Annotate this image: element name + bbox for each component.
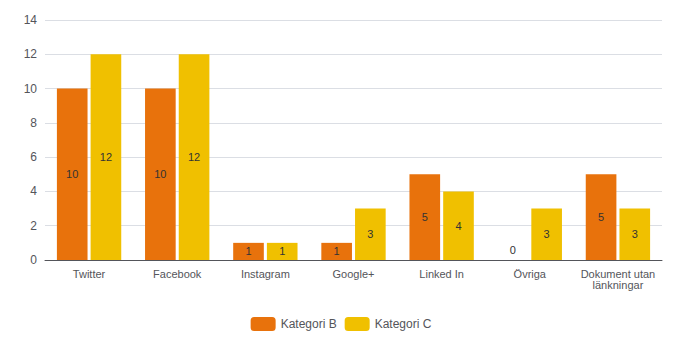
svg-text:Facebook: Facebook — [153, 268, 202, 280]
svg-text:12: 12 — [24, 47, 38, 61]
svg-text:3: 3 — [367, 228, 373, 240]
svg-text:Google+: Google+ — [333, 268, 375, 280]
svg-text:0: 0 — [510, 244, 516, 256]
svg-text:10: 10 — [24, 82, 38, 96]
svg-text:2: 2 — [30, 219, 37, 233]
svg-text:12: 12 — [188, 151, 200, 163]
svg-text:1: 1 — [279, 245, 285, 257]
svg-text:Dokument utan: Dokument utan — [580, 267, 656, 280]
svg-text:5: 5 — [598, 211, 604, 223]
svg-text:Linked In: Linked In — [419, 268, 464, 280]
svg-text:5: 5 — [422, 211, 428, 223]
svg-text:4: 4 — [455, 220, 461, 232]
svg-text:10: 10 — [154, 168, 166, 180]
svg-text:Twitter: Twitter — [73, 268, 106, 280]
svg-text:6: 6 — [30, 150, 37, 164]
svg-text:Kategori C: Kategori C — [375, 317, 432, 331]
svg-text:10: 10 — [66, 168, 78, 180]
svg-text:1: 1 — [245, 245, 251, 257]
svg-text:14: 14 — [24, 13, 38, 27]
svg-text:12: 12 — [100, 151, 112, 163]
svg-text:4: 4 — [30, 184, 37, 198]
svg-text:3: 3 — [632, 228, 638, 240]
svg-text:Kategori B: Kategori B — [281, 317, 337, 331]
svg-text:Instagram: Instagram — [241, 268, 290, 280]
svg-text:1: 1 — [334, 245, 340, 257]
svg-text:8: 8 — [30, 116, 37, 130]
svg-text:0: 0 — [30, 253, 37, 267]
svg-text:länkningar: länkningar — [593, 279, 644, 291]
svg-text:Övriga: Övriga — [514, 268, 547, 280]
svg-text:3: 3 — [544, 228, 550, 240]
